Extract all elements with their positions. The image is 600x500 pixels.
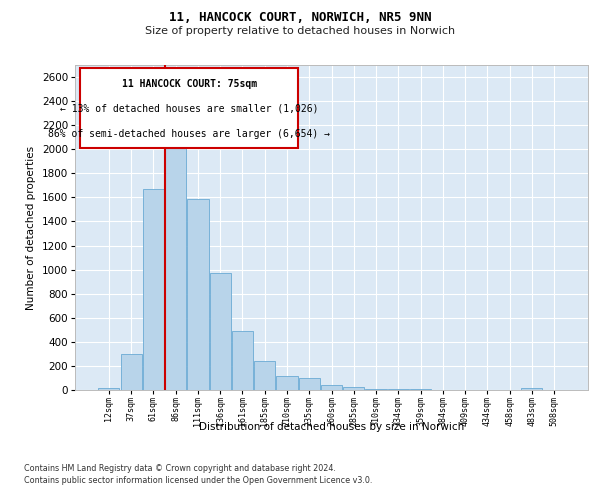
Text: 11 HANCOCK COURT: 75sqm: 11 HANCOCK COURT: 75sqm xyxy=(122,79,257,89)
Bar xyxy=(321,386,342,390)
Bar xyxy=(277,376,298,390)
Text: Contains HM Land Registry data © Crown copyright and database right 2024.: Contains HM Land Registry data © Crown c… xyxy=(24,464,336,473)
Bar xyxy=(343,387,364,390)
Text: ← 13% of detached houses are smaller (1,026): ← 13% of detached houses are smaller (1,… xyxy=(60,103,319,113)
Bar xyxy=(165,132,186,390)
Text: Contains public sector information licensed under the Open Government Licence v3: Contains public sector information licen… xyxy=(24,476,373,485)
Text: Distribution of detached houses by size in Norwich: Distribution of detached houses by size … xyxy=(199,422,464,432)
Y-axis label: Number of detached properties: Number of detached properties xyxy=(26,146,36,310)
Bar xyxy=(143,189,164,390)
Bar xyxy=(121,354,142,390)
Bar xyxy=(388,389,409,390)
Bar xyxy=(98,388,119,390)
Text: 86% of semi-detached houses are larger (6,654) →: 86% of semi-detached houses are larger (… xyxy=(48,128,330,138)
Bar xyxy=(80,68,298,148)
Text: 11, HANCOCK COURT, NORWICH, NR5 9NN: 11, HANCOCK COURT, NORWICH, NR5 9NN xyxy=(169,11,431,24)
Bar xyxy=(232,331,253,390)
Text: Size of property relative to detached houses in Norwich: Size of property relative to detached ho… xyxy=(145,26,455,36)
Bar xyxy=(254,360,275,390)
Bar xyxy=(209,273,231,390)
Bar xyxy=(187,198,209,390)
Bar xyxy=(521,388,542,390)
Bar xyxy=(365,389,386,390)
Bar xyxy=(299,378,320,390)
